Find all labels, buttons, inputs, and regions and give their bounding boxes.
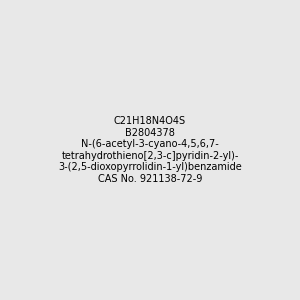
Text: C21H18N4O4S
B2804378
N-(6-acetyl-3-cyano-4,5,6,7-
tetrahydrothieno[2,3-c]pyridin: C21H18N4O4S B2804378 N-(6-acetyl-3-cyano… [58, 116, 242, 184]
